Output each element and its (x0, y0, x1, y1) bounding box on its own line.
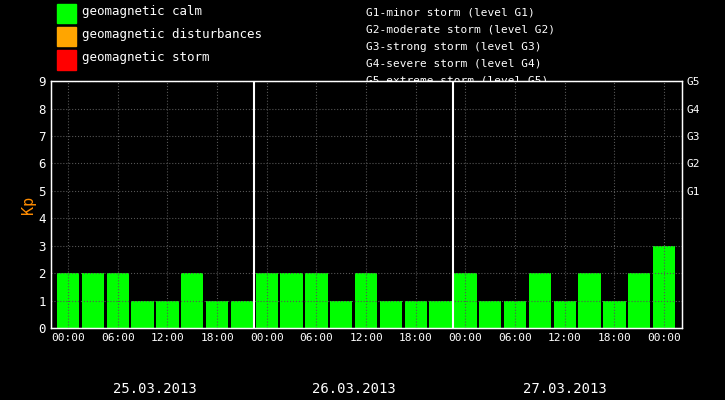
Bar (206, 300, 228, 328)
Text: geomagnetic storm: geomagnetic storm (83, 52, 210, 64)
Bar (107, 273, 129, 328)
Bar (305, 273, 328, 328)
Bar (455, 273, 476, 328)
Text: G2-moderate storm (level G2): G2-moderate storm (level G2) (366, 25, 555, 35)
Bar (256, 273, 278, 328)
Bar (82, 273, 104, 328)
FancyBboxPatch shape (57, 50, 76, 70)
Bar (529, 273, 551, 328)
Bar (554, 300, 576, 328)
Bar (57, 273, 79, 328)
Bar (131, 300, 154, 328)
Bar (380, 300, 402, 328)
FancyBboxPatch shape (57, 27, 76, 46)
Bar (579, 273, 601, 328)
Text: G4-severe storm (level G4): G4-severe storm (level G4) (366, 59, 542, 69)
Text: 26.03.2013: 26.03.2013 (312, 382, 396, 396)
Text: G5-extreme storm (level G5): G5-extreme storm (level G5) (366, 76, 548, 86)
Text: geomagnetic disturbances: geomagnetic disturbances (83, 28, 262, 41)
Bar (181, 273, 204, 328)
Bar (653, 246, 675, 328)
Bar (330, 300, 352, 328)
Bar (157, 300, 178, 328)
Text: G3-strong storm (level G3): G3-strong storm (level G3) (366, 42, 542, 52)
Bar (231, 300, 253, 328)
Bar (479, 300, 502, 328)
Text: geomagnetic calm: geomagnetic calm (83, 5, 202, 18)
Text: 25.03.2013: 25.03.2013 (113, 382, 197, 396)
FancyBboxPatch shape (57, 4, 76, 23)
Bar (355, 273, 377, 328)
Bar (603, 300, 626, 328)
Bar (628, 273, 650, 328)
Text: 27.03.2013: 27.03.2013 (523, 382, 607, 396)
Bar (405, 300, 427, 328)
Text: G1-minor storm (level G1): G1-minor storm (level G1) (366, 8, 535, 18)
Bar (281, 273, 303, 328)
Bar (429, 300, 452, 328)
Y-axis label: Kp: Kp (20, 196, 36, 214)
Bar (504, 300, 526, 328)
